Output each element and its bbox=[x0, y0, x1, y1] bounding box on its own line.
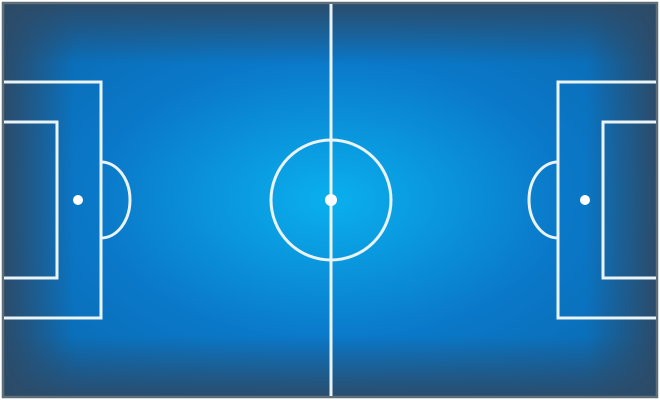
field-shadow-left bbox=[4, 4, 74, 396]
right-penalty-spot bbox=[580, 195, 590, 205]
right-goal-area bbox=[601, 120, 656, 280]
left-penalty-spot bbox=[73, 195, 83, 205]
field-shadow-right bbox=[586, 4, 656, 396]
left-goal-area bbox=[4, 120, 59, 280]
center-circle bbox=[269, 138, 393, 262]
center-spot bbox=[325, 194, 337, 206]
left-penalty-arc bbox=[100, 160, 132, 240]
left-penalty-area bbox=[4, 80, 103, 320]
right-penalty-area bbox=[556, 80, 656, 320]
right-penalty-arc bbox=[527, 160, 559, 240]
